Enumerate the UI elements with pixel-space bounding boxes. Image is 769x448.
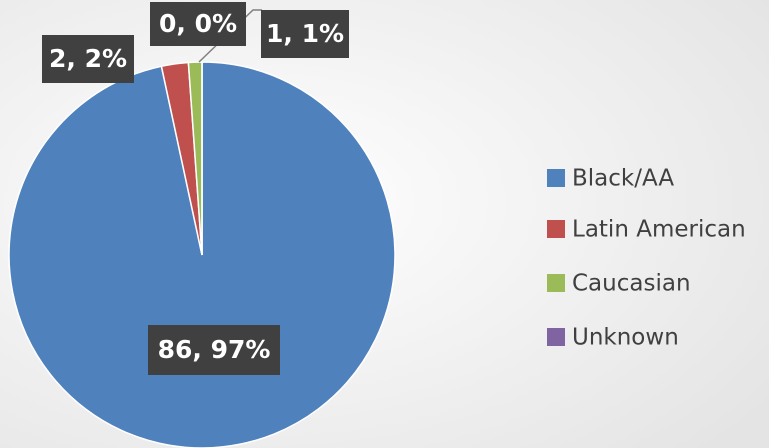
legend: Black/AA Latin American Caucasian Unknown [547,166,746,351]
legend-label: Black/AA [572,166,674,192]
legend-label: Latin American [572,217,746,243]
data-labels: 86, 97% 2, 2% 1, 1% 0, 0% [42,2,349,375]
pie [8,61,396,448]
legend-label: Caucasian [572,271,691,297]
legend-swatch [547,328,565,346]
legend-swatch [547,169,565,187]
legend-label: Unknown [572,325,679,351]
data-label-box [150,2,246,46]
legend-swatch [547,220,565,238]
data-label-box [148,325,280,375]
data-label: 86, 97% [158,335,271,364]
legend-swatch [547,274,565,292]
data-label-box [261,10,349,58]
data-label: 2, 2% [49,44,127,73]
data-label-box [42,35,134,83]
data-label: 0, 0% [159,9,237,38]
data-label: 1, 1% [266,19,344,48]
